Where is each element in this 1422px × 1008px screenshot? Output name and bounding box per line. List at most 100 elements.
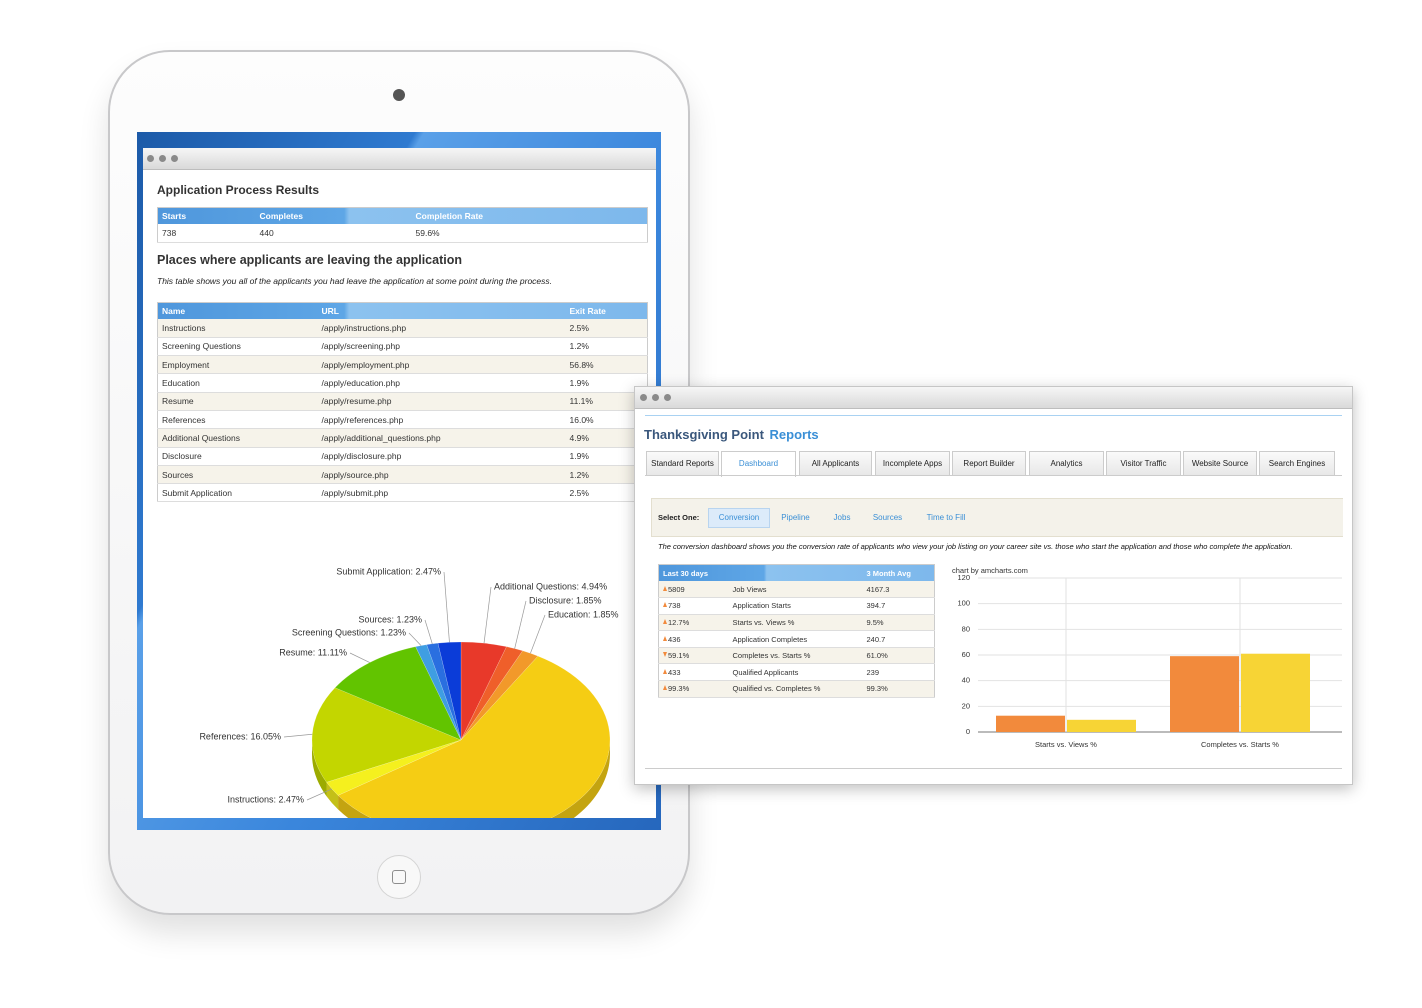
camera	[393, 89, 405, 101]
reports-window: Thanksgiving Point Reports Standard Repo…	[634, 386, 1353, 785]
column-header: URL	[321, 306, 339, 316]
tab[interactable]: Website Source	[1183, 451, 1257, 475]
table-cell: 738	[157, 224, 256, 243]
tab[interactable]: Dashboard	[721, 451, 796, 477]
window-dot[interactable]	[159, 155, 166, 162]
leader-line	[424, 619, 433, 644]
table-cell: 4.9%	[565, 428, 648, 448]
table-cell: 440	[255, 224, 412, 243]
table-cell: /apply/submit.php	[317, 483, 566, 503]
table-cell: /apply/instructions.php	[317, 319, 566, 338]
table-row: Disclosure/apply/disclosure.php 1.9%	[157, 447, 648, 466]
selector-option[interactable]: Conversion	[708, 508, 770, 528]
slice-label: Sources: 1.23%	[358, 614, 422, 624]
home-icon	[392, 870, 406, 884]
tab[interactable]: All Applicants	[799, 451, 872, 475]
chart-credit: chart by amcharts.com	[952, 566, 1028, 575]
results-table: Starts Completes Completion Rate 738 440 59.…	[157, 207, 648, 243]
table-row: Additional Questions/apply/additional_qu…	[157, 428, 648, 448]
pie-slice	[326, 739, 462, 796]
y-tick-label: 100	[957, 599, 970, 608]
bar	[1170, 656, 1239, 732]
pie-slice	[437, 641, 462, 741]
table-cell: Additional Questions	[157, 428, 318, 448]
title-main: Thanksgiving Point	[644, 427, 764, 442]
tab[interactable]: Visitor Traffic	[1106, 451, 1181, 475]
column-header: 3 Month Avg	[866, 568, 911, 578]
stat-value: 738	[668, 601, 681, 611]
table-row: 59.1% Completes vs. Starts % 61.0%	[658, 647, 935, 665]
slice-side	[326, 782, 339, 810]
leader-line	[530, 614, 546, 654]
pie-slice	[334, 646, 462, 741]
table-cell: Application Starts	[728, 597, 863, 615]
window-dot[interactable]	[147, 155, 154, 162]
table-row: 436 Application Completes 240.7	[658, 630, 935, 648]
title-accent: Reports	[769, 427, 819, 442]
home-button[interactable]	[377, 855, 421, 899]
table-cell: /apply/additional_questions.php	[317, 428, 566, 448]
tab[interactable]: Analytics	[1029, 451, 1104, 475]
table-row: 738 440 59.6%	[157, 224, 648, 243]
window-dot[interactable]	[664, 394, 671, 401]
window-dot[interactable]	[652, 394, 659, 401]
window-dot[interactable]	[171, 155, 178, 162]
table-cell: 16.0%	[565, 410, 648, 430]
table-cell: /apply/screening.php	[317, 337, 566, 357]
table-cell: Job Views	[728, 581, 863, 599]
tab[interactable]: Incomplete Apps	[875, 451, 950, 475]
table-cell: 738	[658, 597, 729, 615]
pie-slice	[460, 641, 507, 741]
table-cell: Submit Application	[157, 483, 318, 503]
table-cell: Completes vs. Starts %	[728, 647, 863, 665]
table-cell: Employment	[157, 355, 318, 375]
leader-line	[349, 652, 370, 663]
trend-arrow	[663, 585, 667, 591]
stats-table: Last 30 days 3 Month Avg 5809 Job Views 416…	[658, 564, 935, 698]
slice-label: Instructions: 2.47%	[227, 794, 304, 804]
tab[interactable]: Search Engines	[1259, 451, 1335, 475]
tab[interactable]: Standard Reports	[646, 451, 719, 475]
table-header: Starts Completes Completion Rate	[157, 207, 648, 224]
trend-arrow	[663, 618, 667, 624]
table-cell: 239	[862, 663, 935, 682]
y-tick-label: 0	[966, 727, 970, 736]
leader-line	[408, 632, 422, 646]
trend-arrow	[663, 668, 667, 674]
bar	[996, 715, 1065, 732]
selector-option[interactable]: Time to Fill	[926, 513, 966, 522]
table-row: Sources/apply/source.php 1.2%	[157, 465, 648, 485]
selector-option[interactable]: Jobs	[833, 513, 851, 522]
stat-value: 433	[668, 667, 681, 677]
table-cell: /apply/disclosure.php	[317, 447, 566, 466]
table-row: Screening Questions/apply/screening.php 1…	[157, 337, 648, 357]
stat-value: 99.3%	[668, 684, 690, 694]
y-tick-label: 40	[962, 676, 970, 685]
dashboard-description: The conversion dashboard shows you the c…	[658, 542, 1293, 551]
table-cell: Starts vs. Views %	[728, 614, 863, 632]
table-cell: 11.1%	[565, 392, 648, 411]
table-cell: 2.5%	[565, 319, 648, 338]
table-row: Submit Application/apply/submit.php 2.5%	[157, 483, 648, 503]
selector-option[interactable]: Pipeline	[781, 513, 810, 522]
tab[interactable]: Report Builder	[952, 451, 1026, 475]
selector-label: Select One:	[658, 513, 700, 522]
x-tick-label: Starts vs. Views %	[1035, 740, 1097, 749]
table-cell: /apply/resume.php	[317, 392, 566, 411]
table-cell: 61.0%	[862, 647, 935, 665]
stat-value: 436	[668, 634, 681, 644]
table-cell: 433	[658, 663, 729, 682]
trend-arrow	[663, 685, 667, 691]
table-cell: Qualified Applicants	[728, 663, 863, 682]
table-cell: 2.5%	[565, 483, 648, 503]
reports-title: Thanksgiving Point Reports	[644, 427, 819, 442]
selector-option[interactable]: Sources	[872, 513, 903, 522]
column-header: Name	[162, 306, 186, 316]
exits-table: Name URL Exit Rate Instructions/apply/inst…	[157, 302, 648, 503]
table-cell: Application Completes	[728, 630, 863, 648]
slice-label: Additional Questions: 4.94%	[494, 581, 607, 591]
table-row: 433 Qualified Applicants 239	[658, 663, 935, 682]
window-dot[interactable]	[640, 394, 647, 401]
column-header: Completes	[259, 211, 303, 221]
